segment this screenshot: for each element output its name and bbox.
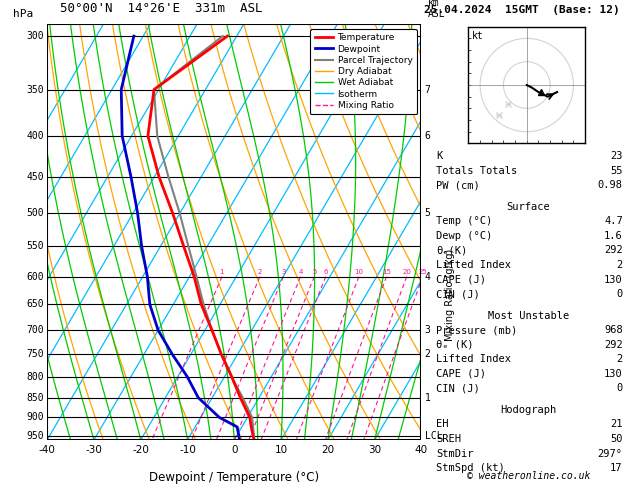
Legend: Temperature, Dewpoint, Parcel Trajectory, Dry Adiabat, Wet Adiabat, Isotherm, Mi: Temperature, Dewpoint, Parcel Trajectory… [311, 29, 417, 114]
Text: Lifted Index: Lifted Index [436, 354, 511, 364]
Text: 20: 20 [321, 445, 335, 455]
Text: 15: 15 [382, 269, 391, 275]
Text: CAPE (J): CAPE (J) [436, 275, 486, 285]
Text: 7: 7 [425, 85, 430, 95]
Text: 25.04.2024  15GMT  (Base: 12): 25.04.2024 15GMT (Base: 12) [424, 4, 620, 15]
Text: 2: 2 [258, 269, 262, 275]
Text: 6: 6 [425, 131, 430, 141]
Text: SREH: SREH [436, 434, 461, 444]
Text: 10: 10 [354, 269, 364, 275]
Text: 2: 2 [616, 260, 623, 270]
Text: 0.98: 0.98 [598, 180, 623, 191]
Text: 0: 0 [616, 383, 623, 394]
Text: Dewpoint / Temperature (°C): Dewpoint / Temperature (°C) [149, 471, 320, 485]
Text: 3: 3 [281, 269, 286, 275]
Text: 292: 292 [604, 340, 623, 350]
Text: 968: 968 [604, 325, 623, 335]
Text: hPa: hPa [13, 9, 33, 19]
Text: 50: 50 [610, 434, 623, 444]
Text: 5: 5 [312, 269, 316, 275]
Text: 4: 4 [298, 269, 303, 275]
Text: 650: 650 [26, 299, 44, 310]
Text: θₑ(K): θₑ(K) [436, 245, 467, 256]
Text: -40: -40 [39, 445, 55, 455]
Text: Pressure (mb): Pressure (mb) [436, 325, 517, 335]
Text: Surface: Surface [506, 202, 550, 212]
Text: θₑ (K): θₑ (K) [436, 340, 474, 350]
Text: Hodograph: Hodograph [500, 405, 557, 415]
Text: 400: 400 [26, 131, 44, 141]
Text: 55: 55 [610, 166, 623, 176]
Text: -20: -20 [132, 445, 149, 455]
Text: 6: 6 [323, 269, 328, 275]
Text: 297°: 297° [598, 449, 623, 459]
Text: EH: EH [436, 419, 448, 430]
Text: 0: 0 [616, 289, 623, 299]
Text: 0: 0 [231, 445, 238, 455]
Text: Totals Totals: Totals Totals [436, 166, 517, 176]
Text: kt: kt [472, 32, 484, 41]
Text: 23: 23 [610, 151, 623, 161]
Text: StmDir: StmDir [436, 449, 474, 459]
Text: 3: 3 [425, 325, 430, 335]
Text: 1.6: 1.6 [604, 231, 623, 241]
Text: Temp (°C): Temp (°C) [436, 216, 492, 226]
Text: 130: 130 [604, 369, 623, 379]
Text: -10: -10 [179, 445, 196, 455]
Text: 25: 25 [418, 269, 427, 275]
Text: 450: 450 [26, 172, 44, 182]
Text: 500: 500 [26, 208, 44, 218]
Text: 292: 292 [604, 245, 623, 256]
Text: 17: 17 [610, 463, 623, 473]
Text: 4.7: 4.7 [604, 216, 623, 226]
Text: Lifted Index: Lifted Index [436, 260, 511, 270]
Text: K: K [436, 151, 442, 161]
Text: © weatheronline.co.uk: © weatheronline.co.uk [467, 471, 590, 481]
Text: 600: 600 [26, 272, 44, 282]
Text: 950: 950 [26, 431, 44, 441]
Text: 800: 800 [26, 371, 44, 382]
Text: 20: 20 [403, 269, 411, 275]
Text: 4: 4 [425, 272, 430, 282]
Text: km
ASL: km ASL [428, 0, 445, 19]
Text: 21: 21 [610, 419, 623, 430]
Text: LCL: LCL [425, 431, 442, 441]
Text: 30: 30 [368, 445, 381, 455]
Text: -30: -30 [86, 445, 103, 455]
Text: CAPE (J): CAPE (J) [436, 369, 486, 379]
Text: Mixing Ratio (g/kg): Mixing Ratio (g/kg) [445, 248, 455, 341]
Text: 40: 40 [415, 445, 428, 455]
Text: 900: 900 [26, 413, 44, 422]
Text: 850: 850 [26, 393, 44, 402]
Text: 1: 1 [425, 393, 430, 402]
Text: CIN (J): CIN (J) [436, 289, 480, 299]
Text: 700: 700 [26, 325, 44, 335]
Text: 130: 130 [604, 275, 623, 285]
Text: 300: 300 [26, 31, 44, 41]
Text: 2: 2 [425, 349, 430, 359]
Text: 2: 2 [616, 354, 623, 364]
Text: 750: 750 [26, 349, 44, 359]
Text: PW (cm): PW (cm) [436, 180, 480, 191]
Text: 5: 5 [425, 208, 430, 218]
Text: 10: 10 [274, 445, 287, 455]
Text: 550: 550 [26, 242, 44, 251]
Text: Dewp (°C): Dewp (°C) [436, 231, 492, 241]
Text: 350: 350 [26, 85, 44, 95]
Text: 50°00'N  14°26'E  331m  ASL: 50°00'N 14°26'E 331m ASL [60, 1, 262, 15]
Text: 1: 1 [220, 269, 224, 275]
Text: StmSpd (kt): StmSpd (kt) [436, 463, 504, 473]
Text: CIN (J): CIN (J) [436, 383, 480, 394]
Text: Most Unstable: Most Unstable [487, 311, 569, 321]
